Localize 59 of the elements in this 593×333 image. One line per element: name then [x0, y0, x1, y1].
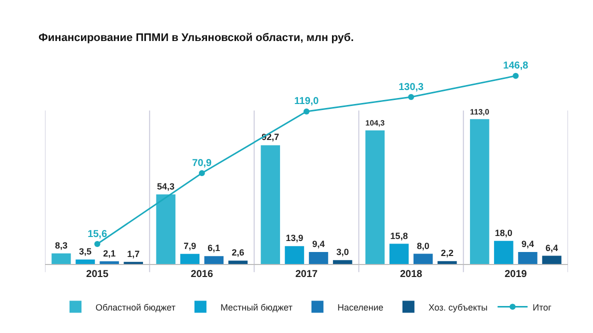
- data-label: 70,9: [192, 158, 212, 169]
- data-label: 18,0: [494, 228, 512, 238]
- point: [408, 94, 414, 100]
- data-label: 2,6: [232, 248, 244, 258]
- data-label: 7,9: [184, 240, 196, 251]
- bar: [180, 254, 200, 264]
- data-label: 104,3: [365, 118, 385, 128]
- bar: [389, 244, 409, 264]
- data-label: 54,3: [157, 181, 175, 192]
- data-label: 6,4: [546, 242, 558, 253]
- bar: [76, 260, 95, 264]
- data-label: 2,2: [440, 248, 454, 258]
- bar: [228, 260, 248, 264]
- data-label: 8,3: [54, 240, 68, 250]
- bar: [438, 261, 457, 264]
- data-label: 6,1: [208, 243, 220, 254]
- data-label: 146,8: [503, 60, 529, 72]
- legend-label: Хоз. субъекты: [428, 302, 488, 312]
- data-label: 2,1: [103, 248, 116, 258]
- bar: [52, 253, 71, 264]
- bar: [332, 260, 352, 264]
- legend-label: Население: [337, 302, 384, 312]
- legend-label: Местный бюджет: [220, 302, 292, 312]
- point: [94, 241, 100, 248]
- data-label: 9,4: [312, 238, 325, 249]
- data-label: 15,6: [88, 228, 108, 240]
- bar: [308, 252, 328, 264]
- point: [198, 170, 205, 176]
- bar: [518, 252, 538, 264]
- x-tick-label: 2017: [295, 269, 318, 280]
- bar: [260, 145, 280, 264]
- bar: [470, 119, 490, 264]
- legend-label: Итог: [532, 302, 552, 312]
- data-label: 9,4: [521, 238, 534, 249]
- data-label: 3,0: [336, 247, 349, 258]
- x-tick-label: 2016: [190, 269, 214, 280]
- point: [512, 72, 519, 79]
- bar: [365, 130, 385, 264]
- x-tick-label: 2019: [504, 269, 528, 280]
- bar: [494, 240, 514, 264]
- data-label: 119,0: [294, 96, 320, 108]
- x-tick-label: 2018: [400, 269, 423, 280]
- bar: [204, 256, 224, 264]
- x-tick-label: 2015: [86, 269, 109, 280]
- data-label: 130,3: [398, 82, 424, 93]
- data-label: 1,7: [127, 248, 140, 259]
- bar: [100, 261, 119, 264]
- data-label: 8,0: [416, 240, 430, 251]
- data-label: 3,5: [79, 246, 92, 257]
- data-label: 13,9: [286, 233, 304, 244]
- legend-label: Областной бюджет: [96, 302, 176, 312]
- data-label: 15,8: [390, 230, 408, 241]
- bar: [542, 256, 562, 264]
- data-label: 113,0: [470, 107, 490, 116]
- chart-title: Финансирование ППМИ в Ульяновской области, млн руб.: [38, 32, 354, 44]
- bar: [414, 254, 433, 264]
- bar: [156, 194, 176, 264]
- bar: [284, 246, 304, 264]
- point: [304, 108, 310, 114]
